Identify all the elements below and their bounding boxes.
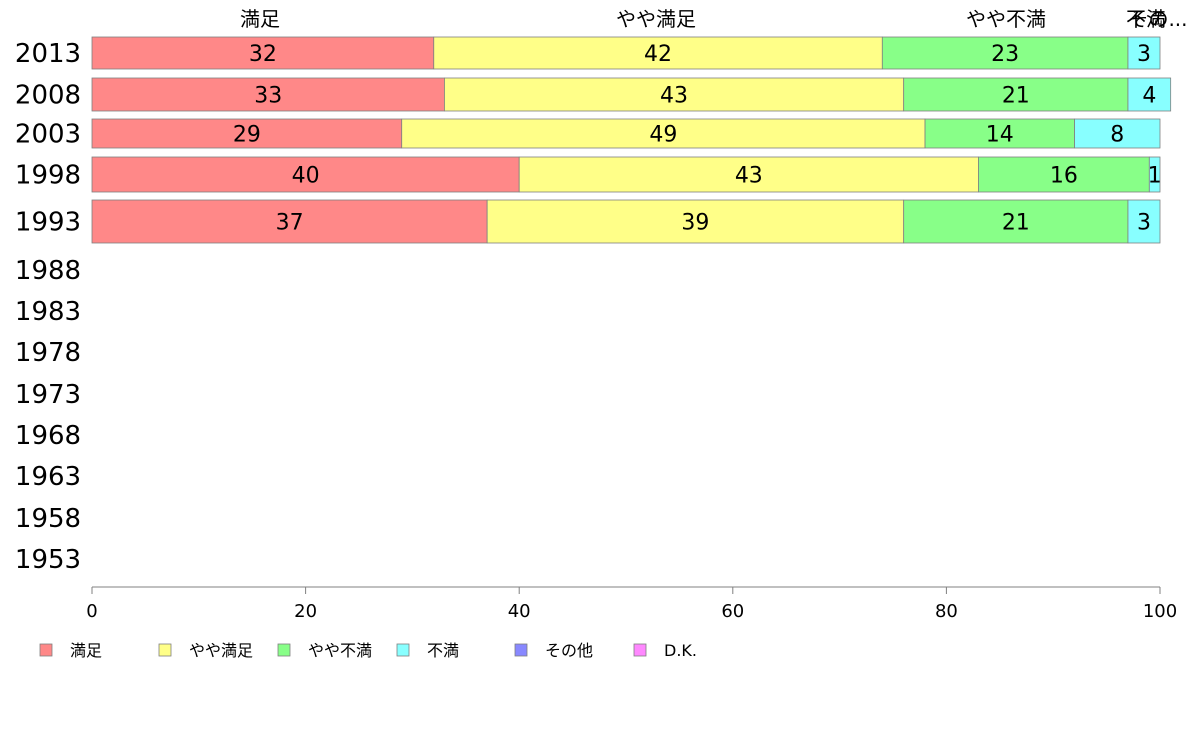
year-label: 1983: [15, 297, 81, 327]
legend-label: D.K.: [664, 641, 697, 660]
bar-segment: [1127, 199, 1161, 244]
data-label: 33: [254, 84, 282, 109]
year-label: 1993: [15, 208, 81, 238]
x-tick-label: 20: [294, 601, 317, 622]
top-label: その...: [1128, 7, 1187, 31]
bar-segment: [91, 118, 403, 149]
year-label: 1953: [15, 545, 81, 575]
x-tick-label: 40: [508, 601, 531, 622]
legend-swatch: [39, 643, 53, 657]
legend-swatch: [396, 643, 410, 657]
legend-label: 不満: [427, 641, 459, 660]
data-label: 21: [1002, 84, 1030, 109]
data-label: 39: [681, 211, 709, 236]
x-tick-label: 100: [1143, 601, 1177, 622]
data-label: 21: [1002, 211, 1030, 236]
bar-segment: [903, 199, 1129, 244]
top-label: やや不満: [966, 7, 1046, 31]
top-label: 満足: [240, 7, 280, 31]
legend-label: その他: [545, 641, 593, 660]
bar-segment: [881, 36, 1129, 70]
legend: 満足 やや満足 やや不満 不満 その他 D.K.: [39, 641, 697, 660]
data-label: 43: [735, 164, 763, 189]
x-axis: 0 20 40 60 80 100: [86, 586, 1177, 622]
top-labels: 満足 やや満足 やや不満 不満その...: [240, 7, 1188, 31]
bar-segment: [924, 118, 1075, 149]
data-label: 32: [249, 42, 277, 67]
bar-segment: [433, 36, 883, 70]
x-tick-label: 0: [86, 601, 97, 622]
legend-label: やや満足: [189, 641, 253, 660]
data-label: 8: [1110, 123, 1124, 148]
bars: 32 42 23 333 43 21 429 49 14 840 43 16 137 39 21 3: [91, 36, 1172, 244]
bar-segment: [91, 77, 445, 112]
x-tick-label: 60: [721, 601, 744, 622]
year-label: 1958: [15, 504, 81, 534]
legend-swatch: [514, 643, 528, 657]
bar-segment: [444, 77, 905, 112]
bar-segment: [518, 156, 979, 193]
data-label: 40: [292, 164, 320, 189]
data-label: 29: [233, 123, 261, 148]
year-label: 1968: [15, 421, 81, 451]
bar-segment: [1074, 118, 1161, 149]
bar-segment: [1127, 77, 1172, 112]
data-label: 49: [649, 123, 677, 148]
year-label: 1973: [15, 380, 81, 410]
year-label: 1998: [15, 161, 81, 191]
year-label: 1963: [15, 462, 81, 492]
data-label: 1: [1148, 164, 1162, 189]
bar-segment: [401, 118, 926, 149]
bar-segment: [91, 156, 520, 193]
bar-segment: [91, 199, 488, 244]
year-label: 2003: [15, 120, 81, 150]
year-label: 1978: [15, 338, 81, 368]
year-label: 2008: [15, 81, 81, 111]
year-labels: 2013 2008 2003 1998 1993 1988 1983 1978 1973 1968…: [15, 39, 81, 575]
data-label: 43: [660, 84, 688, 109]
year-label: 2013: [15, 39, 81, 69]
year-label: 1988: [15, 256, 81, 286]
legend-label: やや不満: [308, 641, 372, 660]
x-tick-label: 80: [935, 601, 958, 622]
data-label: 37: [276, 211, 304, 236]
top-label: やや満足: [616, 7, 696, 31]
bar-segment: [1148, 156, 1161, 193]
bar-segment: [903, 77, 1129, 112]
legend-swatch: [277, 643, 291, 657]
data-label: 3: [1137, 42, 1151, 67]
data-label: 14: [986, 123, 1014, 148]
data-label: 3: [1137, 211, 1151, 236]
bar-segment: [1127, 36, 1161, 70]
data-label: 42: [644, 42, 672, 67]
legend-swatch: [158, 643, 172, 657]
data-label: 23: [991, 42, 1019, 67]
legend-swatch: [633, 643, 647, 657]
legend-label: 満足: [70, 641, 102, 660]
data-label: 16: [1050, 164, 1078, 189]
bar-segment: [978, 156, 1150, 193]
data-label: 4: [1142, 84, 1156, 109]
bar-segment: [91, 36, 435, 70]
top-label: 不満: [1126, 7, 1166, 31]
bar-segment: [486, 199, 905, 244]
